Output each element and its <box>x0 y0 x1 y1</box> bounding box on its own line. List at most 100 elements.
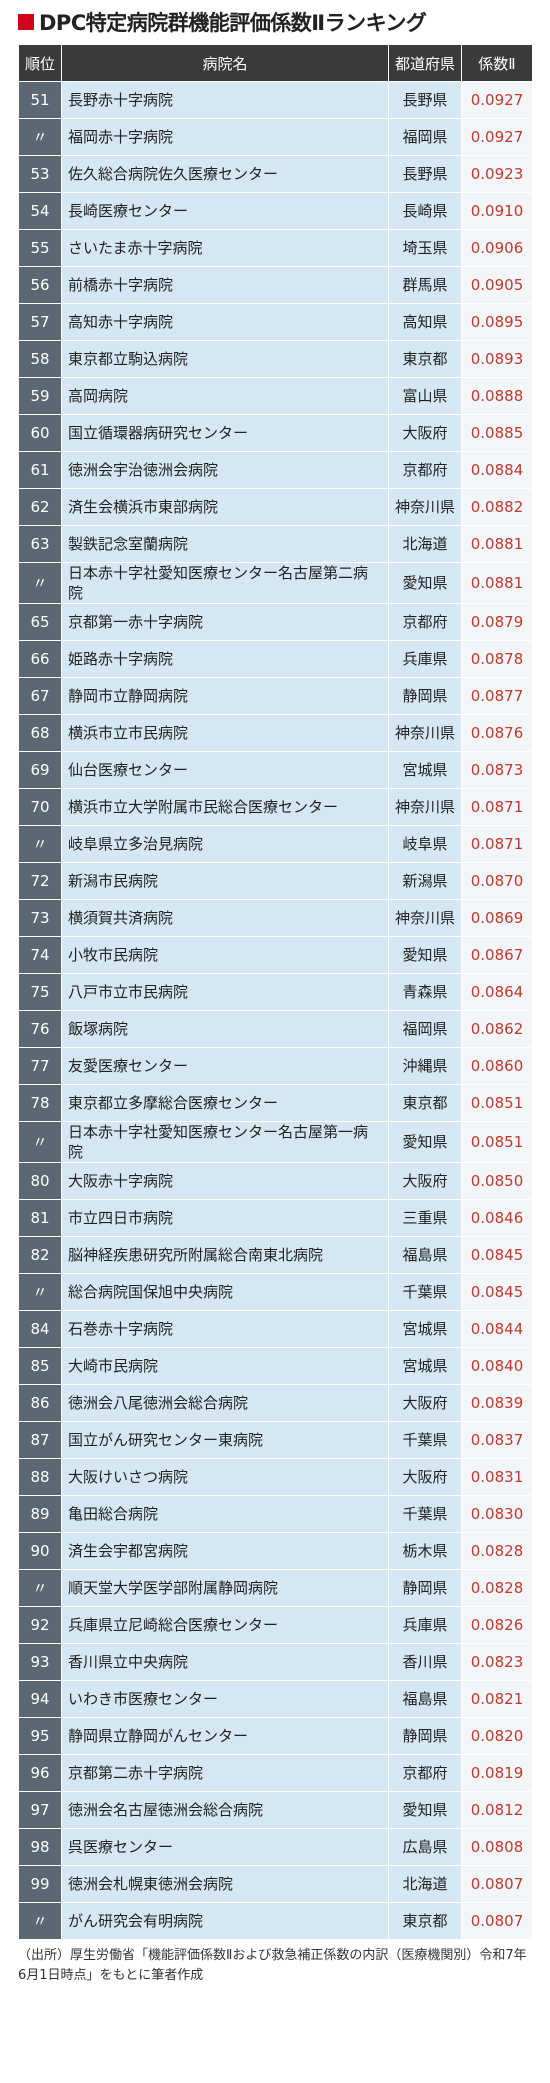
table-row: 53 佐久総合病院佐久医療センター 長野県 0.0923 <box>18 155 533 193</box>
table-row: 87 国立がん研究センター東病院 千葉県 0.0837 <box>18 1421 533 1459</box>
prefecture: 埼玉県 <box>388 229 462 267</box>
coefficient: 0.0839 <box>461 1384 533 1422</box>
coefficient: 0.0862 <box>461 1010 533 1048</box>
hospital-name: 高岡病院 <box>61 377 389 415</box>
table-row: 94 いわき市医療センター 福島県 0.0821 <box>18 1680 533 1718</box>
hospital-name: 佐久総合病院佐久医療センター <box>61 155 389 193</box>
prefecture: 三重県 <box>388 1199 462 1237</box>
hospital-name: がん研究会有明病院 <box>61 1902 389 1940</box>
prefecture: 宮城県 <box>388 1347 462 1385</box>
prefecture: 東京都 <box>388 1902 462 1940</box>
rank-cell: 67 <box>18 677 62 715</box>
source-note: （出所）厚生労働省「機能評価係数Ⅱおよび救急補正係数の内訳（医療機関別）令和7年… <box>18 1948 527 1983</box>
prefecture: 福岡県 <box>388 118 462 156</box>
prefecture: 静岡県 <box>388 677 462 715</box>
rank-cell: 〃 <box>18 825 62 863</box>
coefficient: 0.0851 <box>461 1084 533 1122</box>
rank-cell: 76 <box>18 1010 62 1048</box>
coefficient: 0.0840 <box>461 1347 533 1385</box>
hospital-name: 横須賀共済病院 <box>61 899 389 937</box>
prefecture: 香川県 <box>388 1643 462 1681</box>
header-row: 順位 病院名 都道府県 係数Ⅱ <box>18 44 533 82</box>
table-row: 51 長野赤十字病院 長野県 0.0927 <box>18 81 533 119</box>
title-bar: DPC特定病院群機能評価係数Ⅱランキング <box>0 0 550 44</box>
prefecture: 宮城県 <box>388 1310 462 1348</box>
coefficient: 0.0885 <box>461 414 533 452</box>
coefficient: 0.0845 <box>461 1273 533 1311</box>
prefecture: 愛知県 <box>388 936 462 974</box>
prefecture: 青森県 <box>388 973 462 1011</box>
prefecture: 群馬県 <box>388 266 462 304</box>
rank-cell: 68 <box>18 714 62 752</box>
table-row: 84 石巻赤十字病院 宮城県 0.0844 <box>18 1310 533 1348</box>
hospital-name: 京都第一赤十字病院 <box>61 603 389 641</box>
hospital-name: 友愛医療センター <box>61 1047 389 1085</box>
prefecture: 福岡県 <box>388 1010 462 1048</box>
prefecture: 長崎県 <box>388 192 462 230</box>
rank-cell: 82 <box>18 1236 62 1274</box>
column-header: 順位 <box>18 44 62 82</box>
hospital-name: 国立がん研究センター東病院 <box>61 1421 389 1459</box>
hospital-name: 済生会宇都宮病院 <box>61 1532 389 1570</box>
hospital-name: 横浜市立市民病院 <box>61 714 389 752</box>
table-row: 73 横須賀共済病院 神奈川県 0.0869 <box>18 899 533 937</box>
coefficient: 0.0882 <box>461 488 533 526</box>
rank-cell: 60 <box>18 414 62 452</box>
hospital-name: 東京都立駒込病院 <box>61 340 389 378</box>
prefecture: 大阪府 <box>388 414 462 452</box>
prefecture: 北海道 <box>388 525 462 563</box>
hospital-name: 飯塚病院 <box>61 1010 389 1048</box>
coefficient: 0.0812 <box>461 1791 533 1829</box>
title: DPC特定病院群機能評価係数Ⅱランキング <box>39 11 427 35</box>
rank-cell: 〃 <box>18 1121 62 1163</box>
hospital-name: 兵庫県立尼崎総合医療センター <box>61 1606 389 1644</box>
prefecture: 兵庫県 <box>388 640 462 678</box>
prefecture: 兵庫県 <box>388 1606 462 1644</box>
rank-cell: 66 <box>18 640 62 678</box>
table-row: 95 静岡県立静岡がんセンター 静岡県 0.0820 <box>18 1717 533 1755</box>
hospital-name: 小牧市民病院 <box>61 936 389 974</box>
rank-cell: 73 <box>18 899 62 937</box>
coefficient: 0.0850 <box>461 1162 533 1200</box>
table-row: 57 高知赤十字病院 高知県 0.0895 <box>18 303 533 341</box>
table-row: 54 長崎医療センター 長崎県 0.0910 <box>18 192 533 230</box>
rank-cell: 54 <box>18 192 62 230</box>
coefficient: 0.0881 <box>461 525 533 563</box>
table-body: 51 長野赤十字病院 長野県 0.0927 〃福岡赤十字病院 福岡県 0.0927 53 佐久総… <box>18 81 533 1940</box>
coefficient: 0.0831 <box>461 1458 533 1496</box>
hospital-name: 市立四日市病院 <box>61 1199 389 1237</box>
table-row: 76 飯塚病院 福岡県 0.0862 <box>18 1010 533 1048</box>
hospital-name: 東京都立多摩総合医療センター <box>61 1084 389 1122</box>
table-row: 99 徳洲会札幌東徳洲会病院 北海道 0.0807 <box>18 1865 533 1903</box>
prefecture: 千葉県 <box>388 1421 462 1459</box>
coefficient: 0.0867 <box>461 936 533 974</box>
rank-cell: 70 <box>18 788 62 826</box>
coefficient: 0.0846 <box>461 1199 533 1237</box>
coefficient: 0.0823 <box>461 1643 533 1681</box>
rank-cell: 77 <box>18 1047 62 1085</box>
prefecture: 東京都 <box>388 340 462 378</box>
table-row: 65 京都第一赤十字病院 京都府 0.0879 <box>18 603 533 641</box>
coefficient: 0.0893 <box>461 340 533 378</box>
hospital-name: 日本赤十字社愛知医療センター名古屋第一病院 <box>61 1121 389 1163</box>
prefecture: 富山県 <box>388 377 462 415</box>
table-row: 90 済生会宇都宮病院 栃木県 0.0828 <box>18 1532 533 1570</box>
hospital-name: 静岡県立静岡がんセンター <box>61 1717 389 1755</box>
coefficient: 0.0871 <box>461 825 533 863</box>
coefficient: 0.0873 <box>461 751 533 789</box>
table-row: 66 姫路赤十字病院 兵庫県 0.0878 <box>18 640 533 678</box>
hospital-name: 大阪赤十字病院 <box>61 1162 389 1200</box>
hospital-name: 総合病院国保旭中央病院 <box>61 1273 389 1311</box>
hospital-name: いわき市医療センター <box>61 1680 389 1718</box>
hospital-name: 徳洲会名古屋徳洲会総合病院 <box>61 1791 389 1829</box>
prefecture: 愛知県 <box>388 1121 462 1163</box>
column-header: 係数Ⅱ <box>461 44 533 82</box>
table-row: 89 亀田総合病院 千葉県 0.0830 <box>18 1495 533 1533</box>
coefficient: 0.0910 <box>461 192 533 230</box>
hospital-name: 順天堂大学医学部附属静岡病院 <box>61 1569 389 1607</box>
rank-cell: 72 <box>18 862 62 900</box>
hospital-name: 新潟市民病院 <box>61 862 389 900</box>
coefficient: 0.0876 <box>461 714 533 752</box>
rank-cell: 81 <box>18 1199 62 1237</box>
coefficient: 0.0927 <box>461 118 533 156</box>
